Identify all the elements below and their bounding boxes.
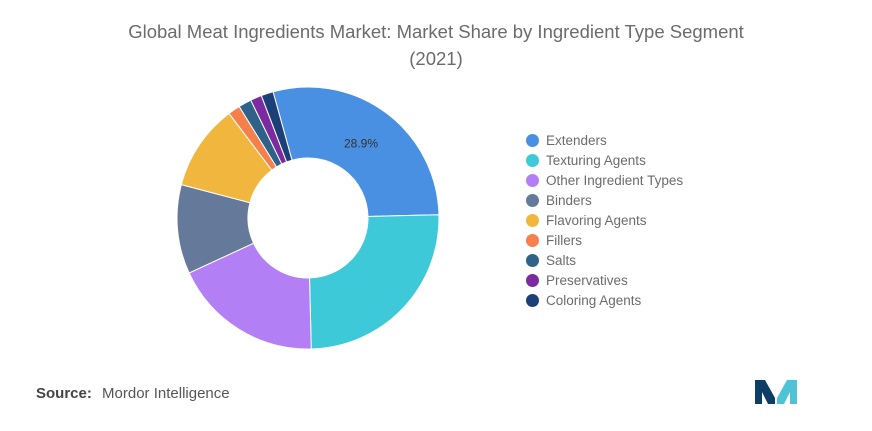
legend-item-preservatives: Preservatives (526, 270, 683, 290)
legend-item-other-ingredient-types: Other Ingredient Types (526, 170, 683, 190)
legend-swatch-icon (526, 133, 539, 147)
legend-item-coloring-agents: Coloring Agents (526, 290, 683, 310)
chart-legend: Extenders Texturing Agents Other Ingredien… (526, 130, 683, 310)
legend-item-binders: Binders (526, 190, 683, 210)
chart-title: Global Meat Ingredients Market: Market S… (36, 18, 836, 72)
legend-label: Preservatives (546, 272, 628, 288)
logo-left-shape (755, 380, 775, 404)
legend-label: Binders (546, 192, 592, 208)
chart-title-main: Global Meat Ingredients Market: Market S… (128, 21, 744, 42)
source-label: Source: (36, 385, 92, 402)
source-text: Mordor Intelligence (102, 385, 230, 402)
slice-other-ingredient-types (188, 242, 312, 350)
legend-swatch-icon (526, 293, 539, 307)
chart-subtitle: (2021) (409, 48, 463, 69)
legend-label: Coloring Agents (546, 292, 642, 308)
legend-label: Extenders (546, 132, 607, 148)
legend-swatch-icon (526, 253, 539, 267)
mordor-logo-icon (755, 380, 797, 404)
legend-item-flavoring-agents: Flavoring Agents (526, 210, 683, 230)
slice-coloring-agents (260, 91, 293, 163)
legend-swatch-icon (526, 173, 539, 187)
legend-swatch-icon (526, 153, 539, 167)
slice-extenders (272, 86, 440, 218)
legend-item-extenders: Extenders (526, 130, 683, 150)
legend-swatch-icon (526, 273, 539, 287)
legend-label: Texturing Agents (546, 152, 646, 168)
source-line: Source: Mordor Intelligence (36, 385, 230, 402)
legend-label: Other Ingredient Types (546, 172, 684, 188)
legend-item-fillers: Fillers (526, 230, 683, 250)
donut-slice-labels: 28.9% (344, 136, 378, 150)
legend-label: Flavoring Agents (546, 212, 647, 228)
legend-item-texturing-agents: Texturing Agents (526, 150, 683, 170)
legend-label: Salts (546, 252, 577, 268)
legend-swatch-icon (526, 233, 539, 247)
legend-label: Fillers (546, 232, 582, 248)
legend-swatch-icon (526, 213, 539, 227)
slice-label-extenders: 28.9% (344, 136, 378, 150)
donut-slices (176, 86, 440, 350)
legend-swatch-icon (526, 193, 539, 207)
logo-right-shape (777, 380, 797, 404)
slice-texturing-agents (308, 214, 440, 350)
legend-item-salts: Salts (526, 250, 683, 270)
